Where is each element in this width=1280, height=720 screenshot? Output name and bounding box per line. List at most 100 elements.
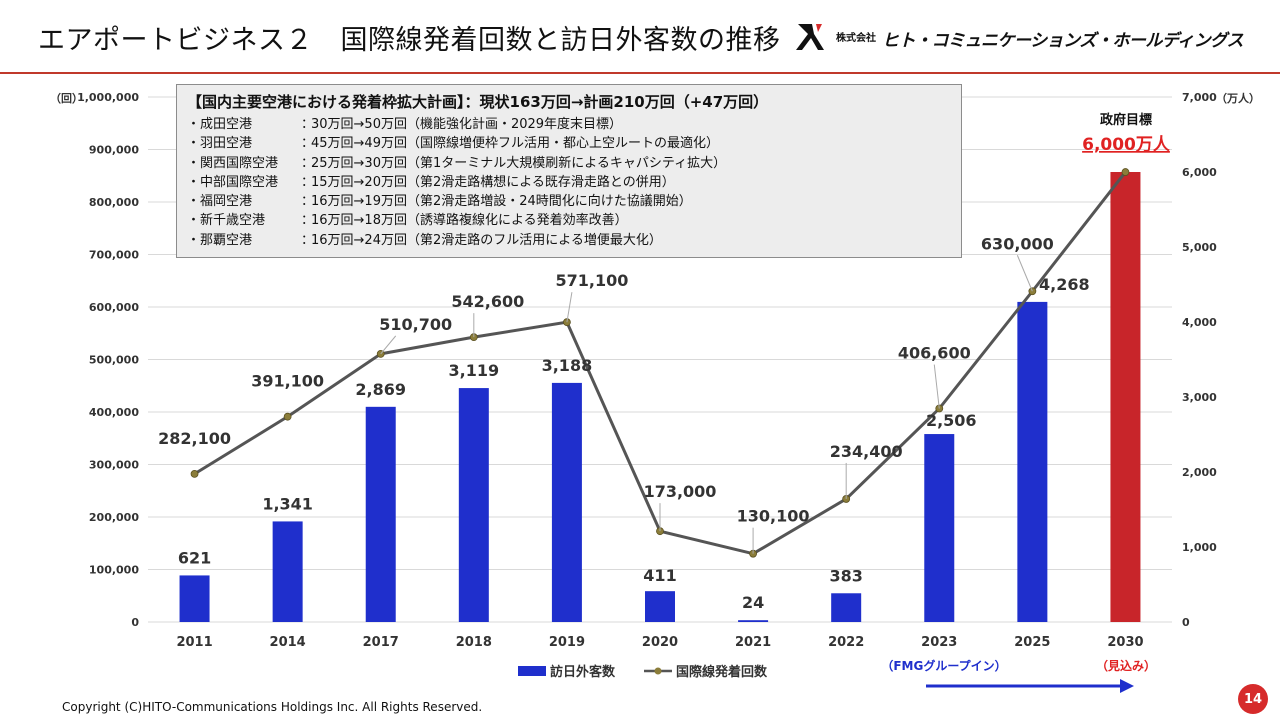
right-tick-label: 6,000 (1182, 166, 1217, 179)
bar (1017, 301, 1048, 622)
legend-line-label: 国際線発着回数 (676, 664, 768, 680)
x-tick-label: 2023 (921, 635, 957, 650)
left-tick-label: 100,000 (89, 564, 139, 577)
line-value-label: 173,000 (644, 482, 717, 501)
bar (738, 620, 769, 622)
airport-separator: ： (301, 213, 315, 229)
page-number: 14 (1238, 684, 1268, 714)
airport-separator: ： (301, 117, 315, 132)
x-tick-label: 2020 (642, 635, 678, 650)
right-tick-label: 1,000 (1182, 541, 1217, 554)
left-tick-label: 800,000 (89, 196, 139, 209)
airport-name: ・成田空港 (187, 117, 253, 132)
airport-separator: ： (301, 232, 315, 248)
airport-detail: 15万回→20万回（第2滑走路構想による既存滑走路との併用） (311, 174, 675, 190)
left-tick-label: 700,000 (89, 249, 139, 262)
copyright: Copyright (C)HITO-Communications Holding… (62, 700, 483, 714)
line-point (190, 469, 199, 478)
left-axis-unit: （回） (50, 91, 83, 105)
bar-value-label: 4,268 (1039, 275, 1090, 294)
airport-plan-row: ・関西国際空港 ： 25万回→30万回（第1ターミナル大規模刷新によるキャパシティ拡… (187, 154, 951, 173)
airport-separator: ： (301, 136, 315, 152)
airport-separator: ： (301, 194, 315, 210)
legend: 訪日外客数 国際線発着回数 (518, 664, 768, 680)
left-tick-label: 900,000 (89, 144, 139, 157)
left-tick-label: 0 (131, 616, 139, 629)
airport-plan-row: ・新千歳空港 ： 16万回→18万回（誘導路複線化による発着効率改善） (187, 211, 951, 230)
line-value-label: 630,000 (981, 234, 1054, 253)
bar-value-label: 2,869 (355, 380, 406, 399)
airport-detail: 16万回→18万回（誘導路複線化による発着効率改善） (311, 213, 628, 229)
x-tick-label: 2014 (270, 635, 306, 650)
bar (458, 388, 489, 622)
airport-plan-row: ・福岡空港 ： 16万回→19万回（第2滑走路増設・24時間化に向けた協議開始） (187, 192, 951, 211)
line-value-label: 510,700 (379, 315, 452, 334)
left-tick-label: 600,000 (89, 301, 139, 314)
airport-plan-row: ・那覇空港 ： 16万回→24万回（第2滑走路のフル活用による増便最大化） (187, 231, 951, 250)
x-tick-label: 2021 (735, 635, 771, 650)
airport-plan-title: 【国内主要空港における発着枠拡大計画】：現状163万回→計画210万回（+47万… (187, 93, 769, 111)
line-value-label: 282,100 (158, 429, 231, 448)
bar (645, 591, 675, 622)
bar-value-label: 24 (742, 593, 764, 612)
bar (179, 575, 210, 622)
airport-name: ・中部国際空港 (187, 174, 279, 190)
legend-line-marker (654, 667, 662, 675)
bar-value-label: 1,341 (262, 494, 313, 513)
legend-bar-swatch (518, 666, 546, 676)
bar (365, 406, 396, 622)
label-leader (933, 364, 940, 409)
bar (1110, 172, 1141, 622)
airport-separator: ： (301, 174, 315, 190)
label-leader (566, 292, 573, 323)
right-tick-label: 0 (1182, 616, 1190, 629)
airport-plan-box: 【国内主要空港における発着枠拡大計画】：現状163万回→計画210万回（+47万… (176, 84, 962, 258)
legend-bar-label: 訪日外客数 (550, 664, 616, 680)
bar-value-label: 383 (829, 566, 862, 585)
left-axis: 0 100,000 200,000 300,000 400,000 500,000 600,… (77, 91, 139, 629)
bar-value-label: 411 (643, 566, 676, 585)
airport-name: ・福岡空港 (187, 194, 253, 210)
x-tick-label: 2019 (549, 635, 585, 650)
airport-plan-row: ・羽田空港 ： 45万回→49万回（国際線増便枠フル活用・都心上空ルートの最適化） (187, 134, 951, 153)
airport-plan-row: ・中部国際空港 ： 15万回→20万回（第2滑走路構想による既存滑走路との併用） (187, 173, 951, 192)
airport-detail: 16万回→24万回（第2滑走路のフル活用による増便最大化） (311, 232, 662, 248)
airport-separator: ： (301, 155, 315, 171)
left-tick-label: 300,000 (89, 459, 139, 472)
label-leader (380, 335, 397, 355)
bar-value-label: 621 (178, 548, 211, 567)
fmg-label: （FMGグループイン） (881, 658, 1006, 673)
line-point (1121, 168, 1130, 176)
line-point (283, 412, 292, 421)
right-tick-label: 4,000 (1182, 316, 1217, 329)
airport-name: ・羽田空港 (187, 136, 253, 152)
bar-value-label: 3,119 (449, 361, 500, 380)
logo-kabu: 株式会社 (836, 32, 876, 44)
left-tick-label: 1,000,000 (77, 91, 139, 104)
target-value: 6,000万人 (1082, 135, 1171, 155)
label-leader (1016, 255, 1033, 292)
line-value-label: 391,100 (251, 372, 324, 391)
left-tick-label: 200,000 (89, 511, 139, 524)
x-tick-label: 2017 (363, 635, 399, 650)
header-divider (0, 72, 1280, 74)
company-logo: 株式会社 ヒト・コミュニケーションズ・ホールディングス (790, 20, 1244, 56)
bar-series (179, 172, 1141, 622)
line-value-label: 571,100 (555, 271, 628, 290)
left-tick-label: 500,000 (89, 354, 139, 367)
bar (924, 434, 955, 622)
airport-plan-row: ・成田空港 ： 30万回→50万回（機能強化計画・2029年度末目標） (187, 115, 951, 134)
line-value-label: 406,600 (898, 344, 971, 363)
fmg-arrow (926, 679, 1134, 693)
x-tick-label: 2022 (828, 635, 864, 650)
airport-name: ・那覇空港 (187, 232, 253, 248)
airport-detail: 45万回→49万回（国際線増便枠フル活用・都心上空ルートの最適化） (311, 136, 719, 152)
bar (551, 382, 582, 622)
line-value-label: 234,400 (830, 442, 903, 461)
right-tick-label: 5,000 (1182, 241, 1217, 254)
left-tick-label: 400,000 (89, 406, 139, 419)
airport-name: ・新千歳空港 (187, 213, 266, 229)
bar-value-label: 2,506 (926, 411, 977, 430)
data-labels: 621 1,341 2,869 3,119 3,188 411 24 383 2,506 4,26… (158, 234, 1090, 612)
